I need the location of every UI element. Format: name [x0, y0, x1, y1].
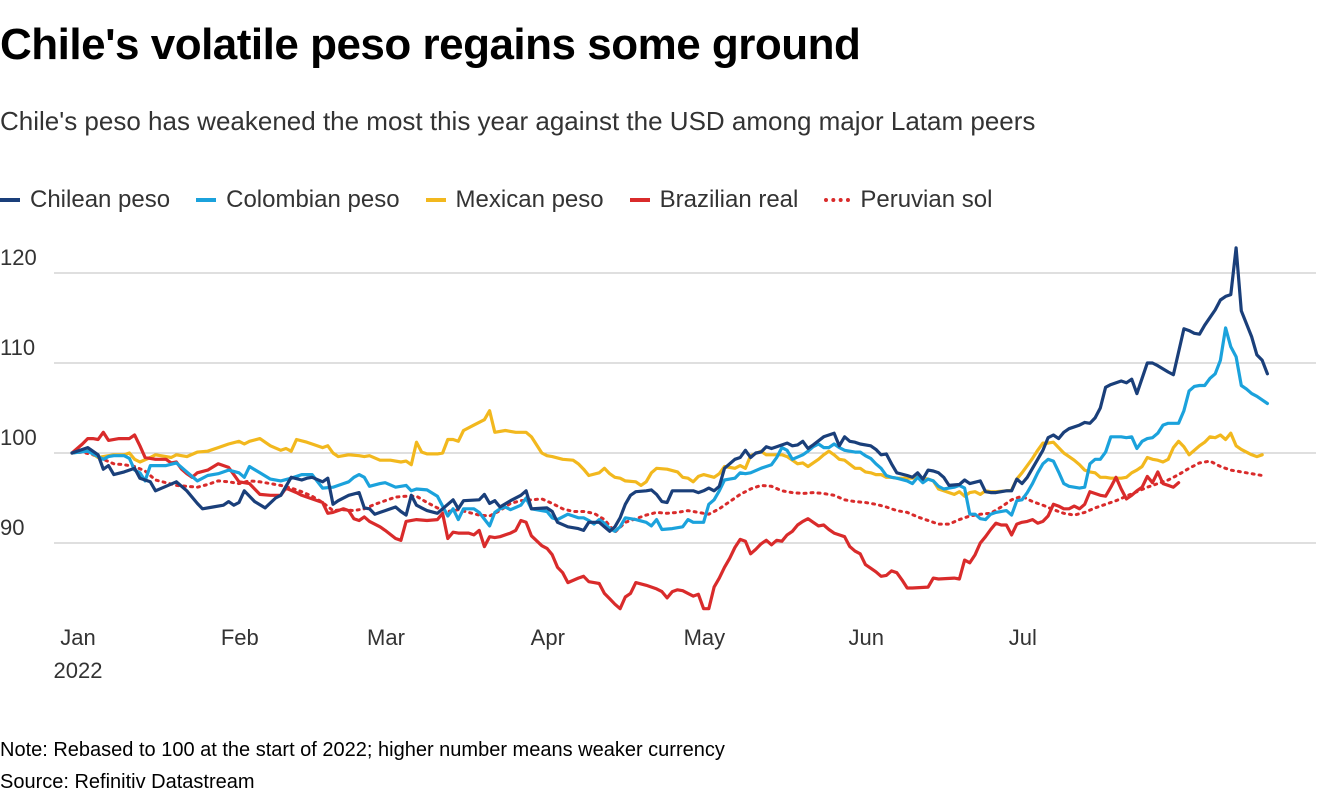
legend: Chilean peso Colombian peso Mexican peso…	[0, 186, 1018, 214]
series-line-colombian	[70, 326, 1269, 533]
chart-subtitle: Chile's peso has weakened the most this …	[0, 106, 1036, 136]
legend-item-mexican: Mexican peso	[425, 186, 604, 214]
legend-swatch-peruvian	[824, 198, 851, 202]
line-chart: 90 100 110 120 Jan 2022 Feb Mar Apr May Jun Jul	[0, 245, 1316, 683]
legend-item-peruvian: Peruvian sol	[824, 186, 992, 214]
legend-label-mexican: Mexican peso	[455, 186, 604, 213]
series-line-peruvian	[70, 450, 1264, 534]
legend-item-brazilian: Brazilian real	[629, 186, 799, 214]
y-tick-label: 120	[0, 245, 37, 270]
legend-label-brazilian: Brazilian real	[659, 186, 799, 213]
x-tick-label: Jan	[60, 625, 95, 650]
y-tick-label: 90	[0, 515, 24, 540]
y-tick-label: 110	[0, 335, 35, 360]
legend-swatch-chilean	[0, 198, 20, 202]
x-tick-label: Apr	[531, 625, 565, 650]
note-text: Note: Rebased to 100 at the start of 202…	[0, 739, 725, 761]
series-line-chilean	[70, 246, 1269, 533]
x-tick-label: May	[684, 625, 726, 650]
source-text: Source: Refinitiv Datastream	[0, 771, 255, 793]
legend-label-colombian: Colombian peso	[226, 186, 400, 213]
legend-swatch-brazilian	[629, 198, 650, 202]
legend-label-peruvian: Peruvian sol	[860, 186, 993, 213]
legend-item-chilean: Chilean peso	[0, 186, 170, 214]
legend-label-chilean: Chilean peso	[30, 186, 171, 213]
legend-item-colombian: Colombian peso	[196, 186, 400, 214]
x-tick-sublabel: 2022	[54, 658, 103, 683]
footnotes: Note: Rebased to 100 at the start of 202…	[0, 734, 725, 798]
x-tick-label: Jun	[848, 625, 883, 650]
x-tick-label: Jul	[1009, 625, 1037, 650]
y-tick-label: 100	[0, 425, 37, 450]
series-line-brazilian	[70, 430, 1181, 611]
x-tick-label: Feb	[221, 625, 259, 650]
series-line-mexican	[70, 409, 1264, 498]
x-tick-label: Mar	[367, 625, 405, 650]
chart-title: Chile's volatile peso regains some groun…	[0, 20, 861, 69]
legend-swatch-mexican	[425, 198, 446, 202]
legend-swatch-colombian	[196, 198, 217, 202]
